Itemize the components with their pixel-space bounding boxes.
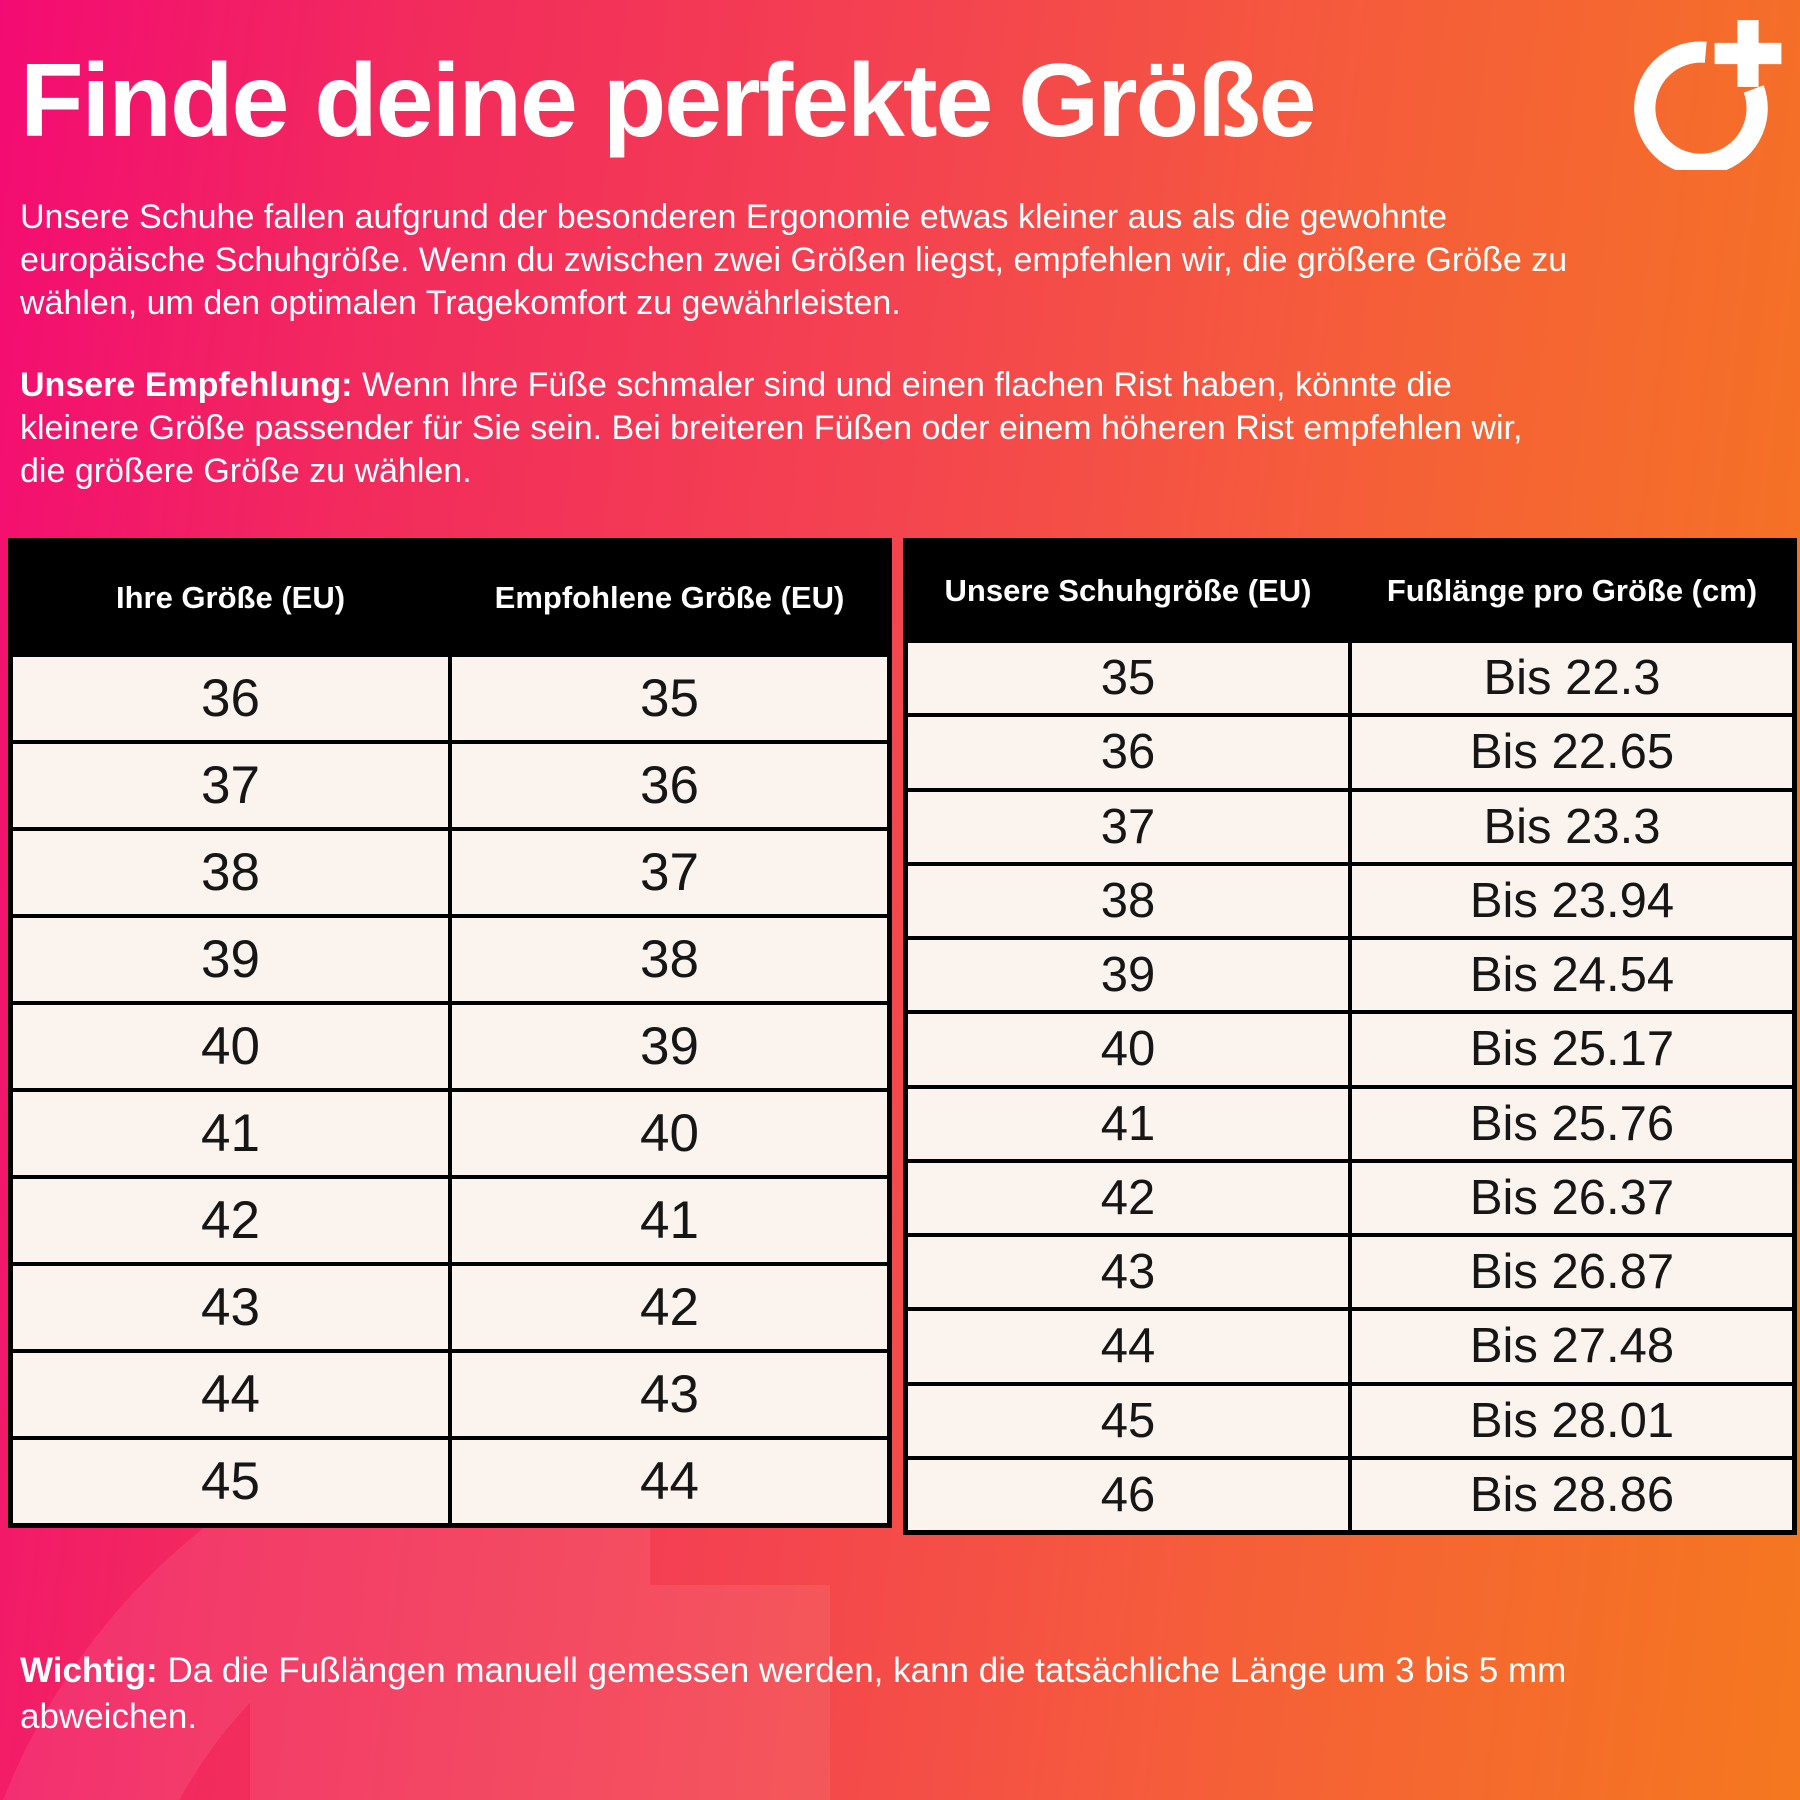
table-cell: 44 bbox=[448, 1440, 887, 1523]
table-cell: 43 bbox=[1100, 1245, 1156, 1300]
table-cell: 36 bbox=[1100, 725, 1156, 780]
table-row: 43 42 bbox=[13, 1262, 887, 1349]
table-cell: 43 bbox=[448, 1353, 887, 1436]
table-cell: 41 bbox=[448, 1179, 887, 1262]
table-row: 39 Bis 24.54 bbox=[908, 936, 1792, 1011]
table-cell: 45 bbox=[1100, 1393, 1156, 1448]
table-row: 45 Bis 28.01 bbox=[908, 1381, 1792, 1456]
column-header: Ihre Größe (EU) bbox=[115, 580, 346, 615]
table-cell: 38 bbox=[201, 843, 260, 902]
table-cell: 40 bbox=[448, 1092, 887, 1175]
table-cell: 43 bbox=[201, 1278, 260, 1337]
table-cell: 37 bbox=[1100, 799, 1156, 854]
column-header: Fußlänge pro Größe (cm) bbox=[1348, 543, 1792, 639]
table-cell: Bis 26.87 bbox=[1348, 1237, 1792, 1308]
table-cell: 36 bbox=[448, 744, 887, 827]
table-row: 37 Bis 23.3 bbox=[908, 787, 1792, 862]
table-cell: 35 bbox=[448, 657, 887, 740]
table-row: 36 35 bbox=[13, 653, 887, 740]
table-cell: 45 bbox=[201, 1452, 260, 1511]
column-header: Empfohlene Größe (EU) bbox=[448, 543, 887, 653]
table-cell: 37 bbox=[448, 831, 887, 914]
table-cell: 39 bbox=[1100, 948, 1156, 1003]
table-row: 42 41 bbox=[13, 1175, 887, 1262]
table-cell: 40 bbox=[1100, 1022, 1156, 1077]
table-cell: 35 bbox=[1100, 651, 1156, 706]
table-row: 38 Bis 23.94 bbox=[908, 861, 1792, 936]
table-row: 38 37 bbox=[13, 827, 887, 914]
table-row: 43 Bis 26.87 bbox=[908, 1233, 1792, 1308]
table-cell: Bis 22.65 bbox=[1348, 717, 1792, 788]
table-cell: 46 bbox=[1100, 1467, 1156, 1522]
table-row: 37 36 bbox=[13, 740, 887, 827]
table-cell: 37 bbox=[201, 756, 260, 815]
table-cell: 36 bbox=[201, 669, 260, 728]
table-cell: Bis 28.86 bbox=[1348, 1459, 1792, 1530]
recommendation-label: Unsere Empfehlung: bbox=[20, 366, 353, 404]
table-cell: 42 bbox=[201, 1191, 260, 1250]
brand-circle-plus-logo-icon bbox=[1628, 18, 1790, 175]
table-cell: Bis 22.3 bbox=[1348, 643, 1792, 714]
table-row: 42 Bis 26.37 bbox=[908, 1158, 1792, 1233]
table-header-row: Unsere Schuhgröße (EU) Fußlänge pro Größe… bbox=[908, 543, 1792, 639]
table-cell: Bis 25.17 bbox=[1348, 1014, 1792, 1085]
table-cell: Bis 25.76 bbox=[1348, 1088, 1792, 1159]
table-cell: Bis 27.48 bbox=[1348, 1311, 1792, 1382]
table-cell: 42 bbox=[448, 1266, 887, 1349]
table-row: 36 Bis 22.65 bbox=[908, 713, 1792, 788]
table-row: 39 38 bbox=[13, 914, 887, 1001]
table-cell: 40 bbox=[201, 1017, 260, 1076]
footnote-text: Da die Fußlängen manuell gemessen werden… bbox=[20, 1651, 1567, 1737]
table-row: 40 Bis 25.17 bbox=[908, 1010, 1792, 1085]
footnote-label: Wichtig: bbox=[20, 1651, 158, 1690]
table-cell: Bis 23.94 bbox=[1348, 865, 1792, 936]
table-row: 41 Bis 25.76 bbox=[908, 1084, 1792, 1159]
table-row: 41 40 bbox=[13, 1088, 887, 1175]
table-cell: 42 bbox=[1100, 1170, 1156, 1225]
table-cell: Bis 24.54 bbox=[1348, 940, 1792, 1011]
footnote: Wichtig: Da die Fußlängen manuell gemess… bbox=[20, 1648, 1712, 1740]
table-cell: 44 bbox=[1100, 1319, 1156, 1374]
table-row: 44 Bis 27.48 bbox=[908, 1307, 1792, 1382]
table-cell: 44 bbox=[201, 1365, 260, 1424]
table-cell: 39 bbox=[448, 1005, 887, 1088]
table-cell: 41 bbox=[1100, 1096, 1156, 1151]
table-row: 40 39 bbox=[13, 1001, 887, 1088]
table-row: 45 44 bbox=[13, 1436, 887, 1523]
recommendation-paragraph: Unsere Empfehlung: Wenn Ihre Füße schmal… bbox=[20, 364, 1568, 494]
table-cell: 39 bbox=[201, 930, 260, 989]
recommendation-text: Wenn Ihre Füße schmaler sind und einen f… bbox=[20, 366, 1523, 491]
size-conversion-table: Ihre Größe (EU) Empfohlene Größe (EU) 36 35… bbox=[8, 538, 892, 1528]
page-title: Finde deine perfekte Größe bbox=[20, 43, 1317, 159]
table-cell: Bis 26.37 bbox=[1348, 1162, 1792, 1233]
table-row: 35 Bis 22.3 bbox=[908, 639, 1792, 714]
column-header: Unsere Schuhgröße (EU) bbox=[944, 573, 1312, 608]
table-cell: 38 bbox=[1100, 873, 1156, 928]
table-cell: Bis 23.3 bbox=[1348, 791, 1792, 862]
table-cell: 38 bbox=[448, 918, 887, 1001]
table-cell: Bis 28.01 bbox=[1348, 1385, 1792, 1456]
table-row: 44 43 bbox=[13, 1349, 887, 1436]
table-header-row: Ihre Größe (EU) Empfohlene Größe (EU) bbox=[13, 543, 887, 653]
table-row: 46 Bis 28.86 bbox=[908, 1455, 1792, 1530]
table-cell: 41 bbox=[201, 1104, 260, 1163]
foot-length-table: Unsere Schuhgröße (EU) Fußlänge pro Größe… bbox=[903, 538, 1797, 1535]
brand-watermark-icon bbox=[0, 1430, 900, 1800]
intro-paragraph: Unsere Schuhe fallen aufgrund der besond… bbox=[20, 198, 1568, 323]
